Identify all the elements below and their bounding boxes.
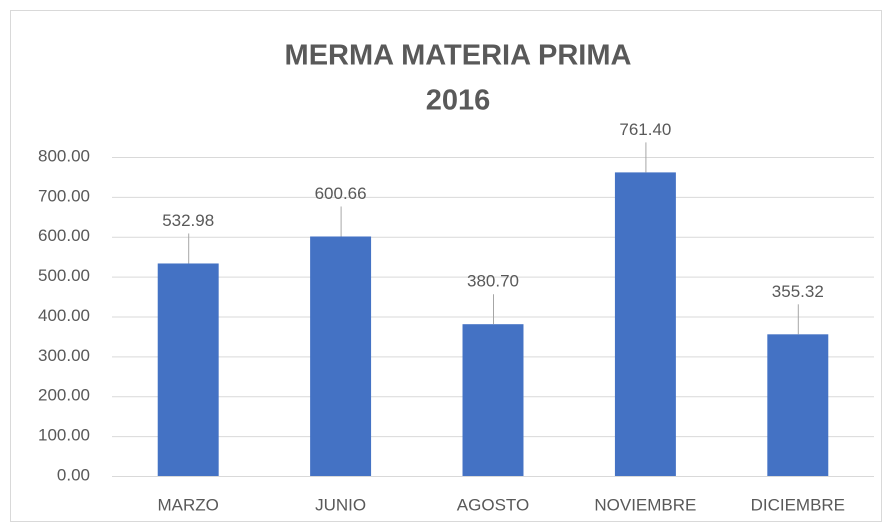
y-tick-label: 0.00: [57, 465, 90, 484]
chart-title: 2016: [426, 85, 491, 117]
y-tick-label: 300.00: [38, 346, 90, 365]
bar: [614, 172, 676, 476]
data-label: 761.40: [619, 120, 671, 139]
x-tick-label: AGOSTO: [457, 495, 529, 514]
x-tick-label: NOVIEMBRE: [594, 495, 696, 514]
bar: [157, 263, 219, 476]
x-tick-label: DICIEMBRE: [751, 495, 845, 514]
y-tick-label: 500.00: [38, 266, 90, 285]
bar: [767, 334, 829, 476]
y-tick-label: 600.00: [38, 226, 90, 245]
y-tick-label: 200.00: [38, 386, 90, 405]
data-label: 532.98: [162, 211, 214, 230]
y-tick-label: 800.00: [38, 146, 90, 165]
data-label: 600.66: [315, 184, 367, 203]
data-label: 355.32: [772, 282, 824, 301]
data-label: 380.70: [467, 272, 519, 291]
y-tick-label: 700.00: [38, 186, 90, 205]
x-tick-label: JUNIO: [315, 495, 366, 514]
y-tick-label: 100.00: [38, 426, 90, 445]
bar: [310, 236, 372, 476]
bar: [462, 324, 524, 476]
chart-title: MERMA MATERIA PRIMA: [285, 40, 632, 72]
y-tick-label: 400.00: [38, 306, 90, 325]
x-tick-label: MARZO: [158, 495, 219, 514]
